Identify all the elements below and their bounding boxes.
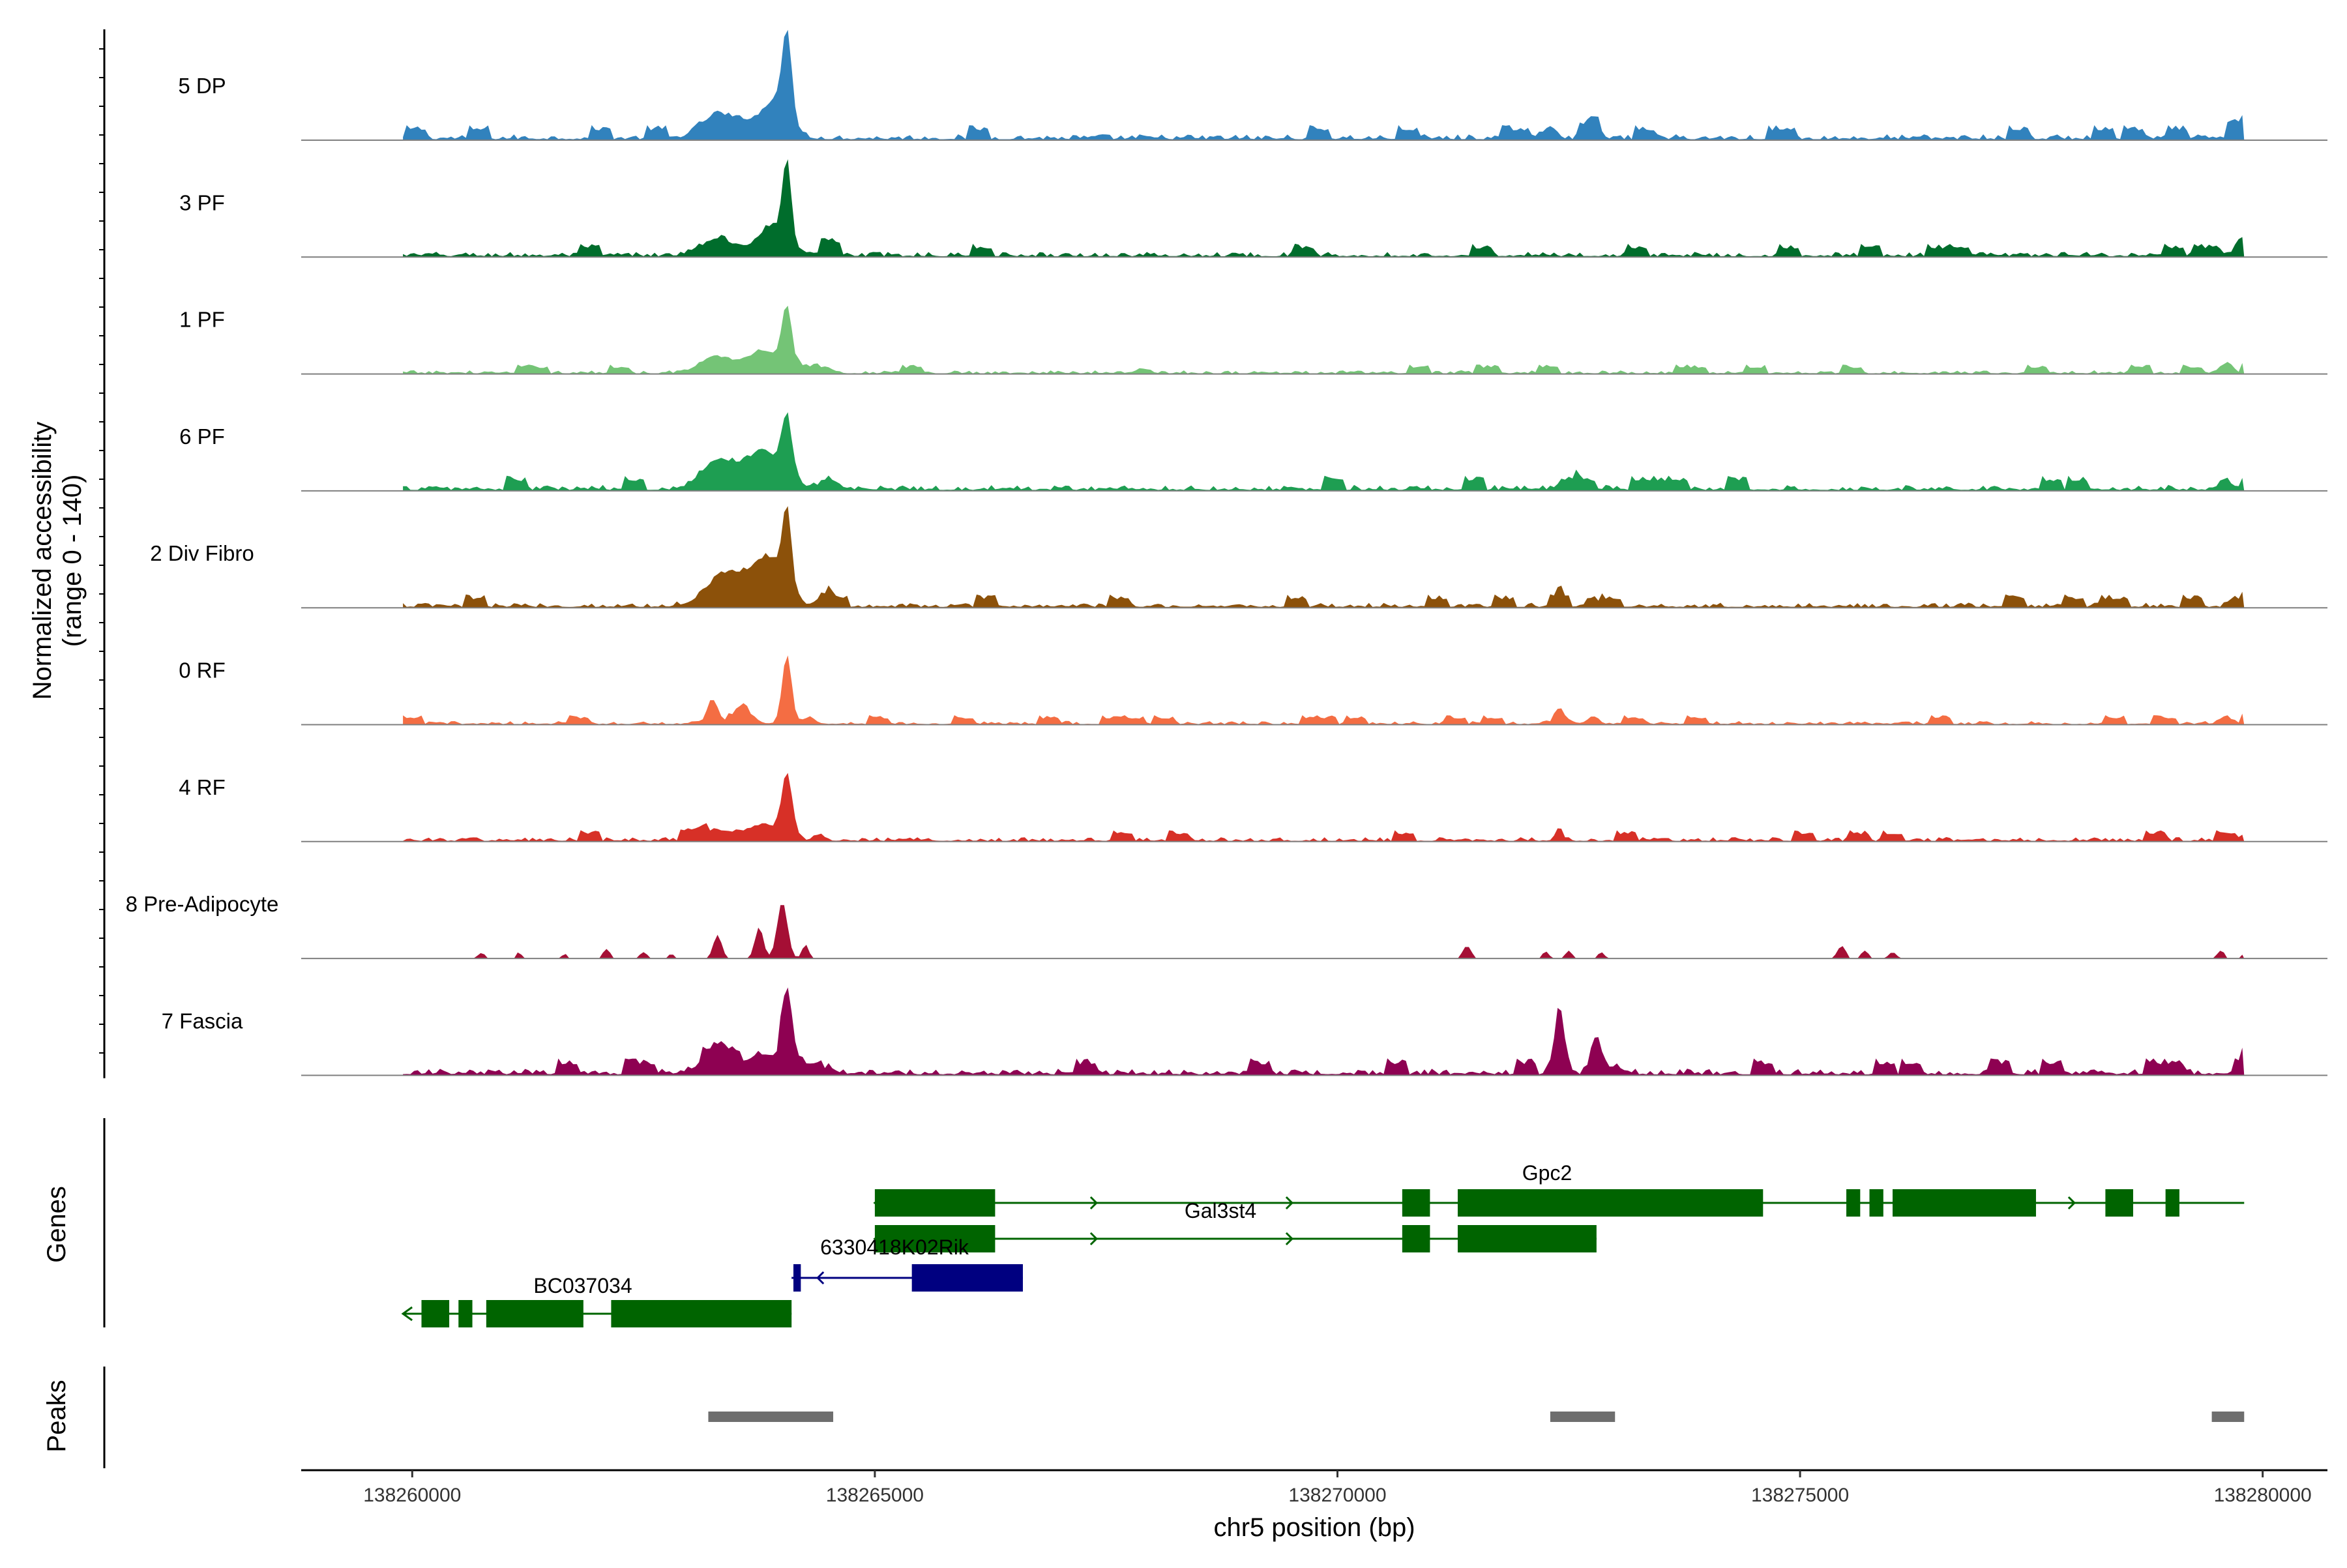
- gene-label: BC037034: [533, 1274, 632, 1297]
- track-label: 3 PF: [179, 190, 225, 214]
- x-axis: 138260000 138265000 138270000 138275000 1382…: [301, 1469, 2327, 1506]
- track-3-pf: 3 PF: [179, 159, 2327, 258]
- genes-track: Gpc2 Gal3st4 6330418K02Rik BC037034: [401, 1161, 2245, 1327]
- x-tick-label: 138275000: [1751, 1485, 1849, 1506]
- gene-bc037034: BC037034: [401, 1274, 792, 1327]
- gene-exon: [1402, 1225, 1430, 1252]
- y-axis-title-line1: Normalized accessibility: [28, 422, 57, 700]
- track-label: 8 Pre-Adipocyte: [126, 892, 279, 916]
- peak-region: [708, 1412, 834, 1422]
- x-tick-label: 138270000: [1288, 1485, 1386, 1506]
- strand-arrow: [1089, 1232, 1099, 1246]
- gene-exon: [611, 1300, 792, 1327]
- gene-exon: [1892, 1189, 2036, 1217]
- track-0-rf: 0 RF: [179, 655, 2327, 726]
- track-5-dp: 5 DP: [178, 29, 2327, 141]
- strand-arrow: [401, 1306, 413, 1322]
- strand-arrow: [2067, 1196, 2076, 1210]
- track-signal-area: [403, 987, 2245, 1076]
- x-tick-label: 138265000: [826, 1485, 924, 1506]
- track-label: 0 RF: [179, 658, 226, 683]
- track-7-fascia: 7 Fascia: [162, 987, 2327, 1076]
- gene-exon: [1457, 1225, 1597, 1252]
- x-tick-label: 138280000: [2214, 1485, 2312, 1506]
- left-axes: [99, 29, 106, 1468]
- gene-exon: [874, 1225, 996, 1252]
- gene-gal3st4: Gal3st4: [873, 1199, 1597, 1252]
- track-signal-area: [403, 305, 2245, 374]
- x-tick-label: 138260000: [363, 1485, 461, 1506]
- peaks-track: [708, 1412, 2245, 1422]
- gene-gpc2: Gpc2: [873, 1161, 2245, 1217]
- track-signal-area: [403, 29, 2245, 141]
- track-label: 5 DP: [178, 74, 226, 98]
- gene-exon: [1402, 1189, 1430, 1217]
- track-2-div-fibro: 2 Div Fibro: [150, 506, 2327, 609]
- gene-6330418k02rik: 6330418K02Rik: [791, 1235, 1023, 1292]
- track-signal-area: [403, 506, 2245, 608]
- gene-exon: [911, 1264, 1023, 1292]
- gene-exon: [2165, 1189, 2179, 1217]
- gene-exon: [1869, 1189, 1883, 1217]
- gene-label: Gpc2: [1522, 1161, 1572, 1185]
- strand-arrow: [1285, 1196, 1294, 1210]
- accessibility-tracks: 5 DP 3 PF 1 PF 6 PF 2 Div Fibro 0 RF 4 RF 8 Pre…: [126, 29, 2327, 1076]
- track-signal-area: [403, 655, 2245, 725]
- track-signal-area: [403, 159, 2245, 258]
- track-1-pf: 1 PF: [179, 305, 2327, 375]
- gene-exon: [458, 1300, 473, 1327]
- track-label: 2 Div Fibro: [150, 541, 254, 565]
- gene-exon: [1457, 1189, 1764, 1217]
- track-signal-area: [403, 773, 2245, 842]
- gene-label: Gal3st4: [1185, 1199, 1256, 1222]
- gene-exon: [486, 1300, 583, 1327]
- track-4-rf: 4 RF: [179, 773, 2327, 842]
- strand-arrow: [1089, 1196, 1099, 1210]
- track-8-pre-adipocyte: 8 Pre-Adipocyte: [126, 892, 2327, 960]
- strand-arrow: [816, 1271, 825, 1285]
- y-axis-title-line2: (range 0 - 140): [58, 475, 87, 647]
- x-axis-title: chr5 position (bp): [1213, 1513, 1415, 1542]
- track-6-pf: 6 PF: [179, 412, 2327, 492]
- peaks-track-title: Peaks: [42, 1380, 71, 1452]
- strand-arrow: [1285, 1232, 1294, 1246]
- track-label: 4 RF: [179, 775, 226, 799]
- track-label: 1 PF: [179, 308, 225, 332]
- genes-track-title: Genes: [42, 1186, 71, 1263]
- track-signal-area: [403, 905, 2245, 959]
- gene-exon: [793, 1264, 801, 1292]
- track-label: 7 Fascia: [162, 1009, 243, 1033]
- peak-region: [2211, 1412, 2245, 1422]
- gene-exon: [1846, 1189, 1861, 1217]
- gene-label: 6330418K02Rik: [820, 1235, 969, 1259]
- gene-exon: [421, 1300, 450, 1327]
- peak-region: [1550, 1412, 1616, 1422]
- gene-exon: [874, 1189, 996, 1217]
- track-label: 6 PF: [179, 424, 225, 449]
- gene-exon: [2105, 1189, 2133, 1217]
- track-signal-area: [403, 412, 2245, 491]
